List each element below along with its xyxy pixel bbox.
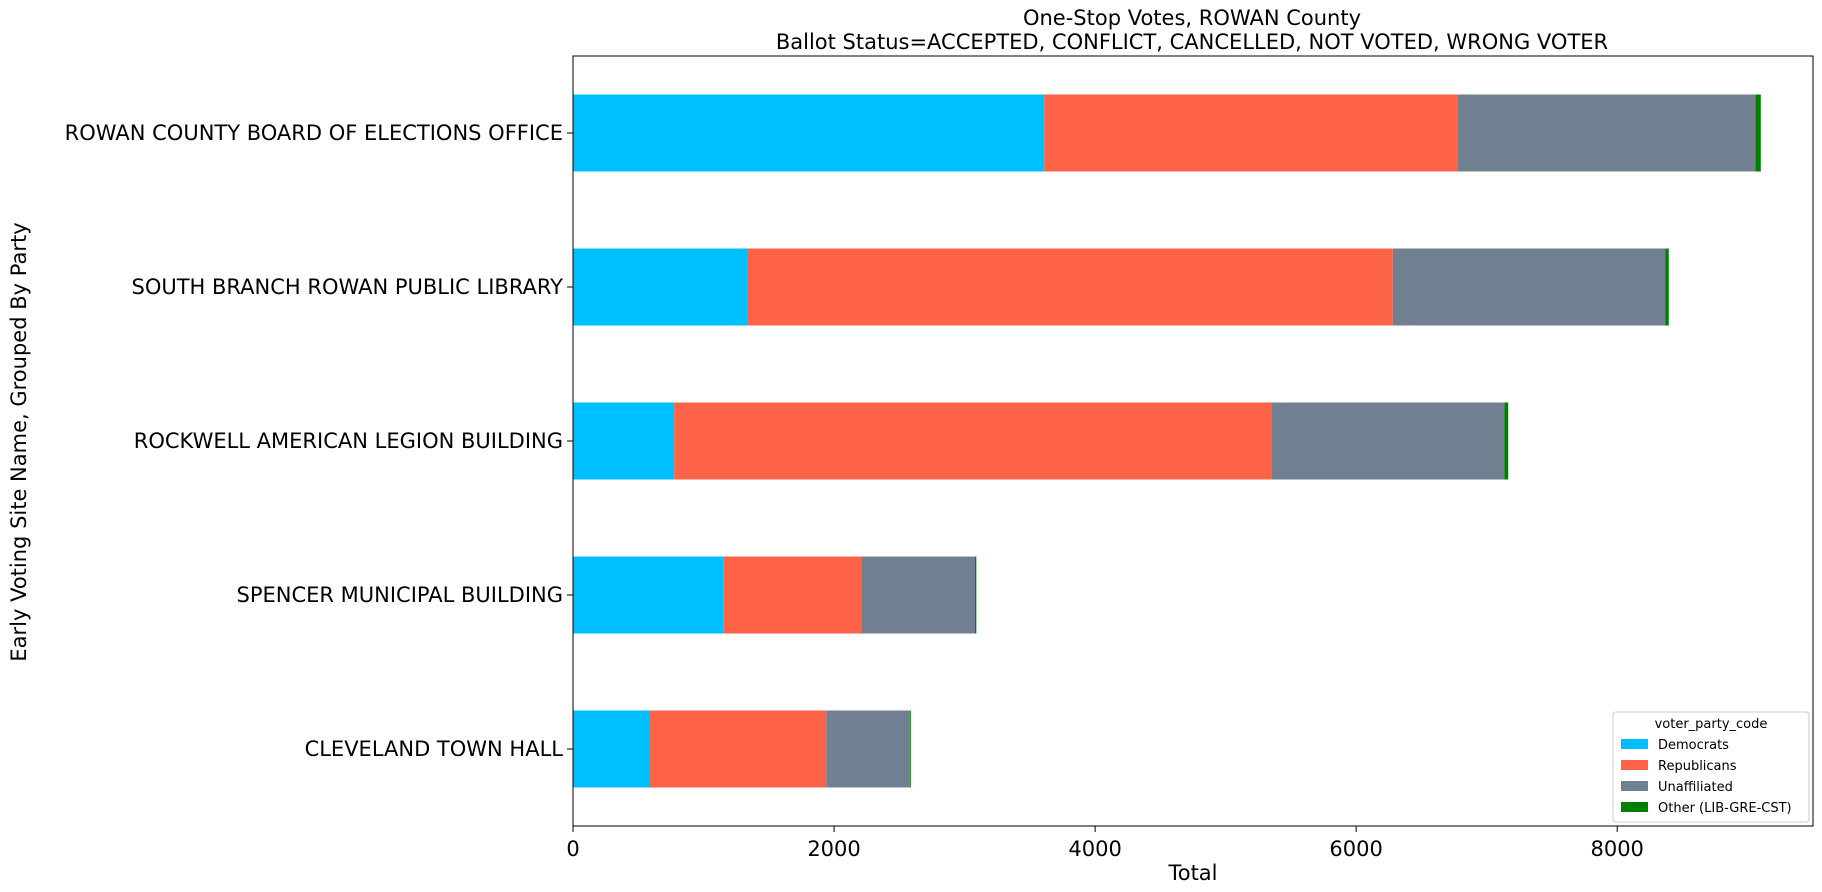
bar-segment	[723, 556, 862, 634]
x-tick-label: 2000	[807, 837, 860, 861]
bar-segment	[1504, 402, 1509, 480]
legend-swatch	[1621, 739, 1648, 749]
legend: voter_party_code Democrats Republicans Una…	[1612, 711, 1810, 823]
bar-segment	[975, 556, 977, 634]
bars-group	[573, 94, 1761, 788]
x-tick-label: 0	[566, 837, 579, 861]
y-tick-labels: ROWAN COUNTY BOARD OF ELECTIONS OFFICE SO…	[65, 121, 573, 761]
y-tick-label: CLEVELAND TOWN HALL	[305, 737, 564, 761]
bar-segment	[1665, 248, 1669, 326]
chart-subtitle: Ballot Status=ACCEPTED, CONFLICT, CANCEL…	[776, 30, 1608, 54]
bar-segment	[909, 710, 911, 788]
y-tick-label: SOUTH BRANCH ROWAN PUBLIC LIBRARY	[131, 275, 563, 299]
bar-segment	[650, 710, 827, 788]
bar-segment	[674, 402, 1272, 480]
bar-segment	[573, 94, 1045, 172]
x-tick-label: 4000	[1068, 837, 1121, 861]
y-tick-label: ROWAN COUNTY BOARD OF ELECTIONS OFFICE	[65, 121, 563, 145]
x-axis-label: Total	[1167, 861, 1217, 885]
plot-frame	[572, 55, 1814, 827]
bar-segment	[573, 248, 748, 326]
legend-swatch	[1621, 760, 1648, 770]
x-tick-label: 8000	[1590, 837, 1643, 861]
legend-swatch	[1621, 802, 1648, 812]
y-axis-label: Early Voting Site Name, Grouped By Party	[7, 222, 31, 661]
bar-segment	[826, 710, 910, 788]
bar-segment	[1457, 94, 1756, 172]
bar-segment	[573, 556, 724, 634]
bar-segment	[1044, 94, 1458, 172]
bar-segment	[1755, 94, 1761, 172]
legend-swatch	[1621, 781, 1648, 791]
bar-segment	[1392, 248, 1666, 326]
bar-segment	[573, 710, 651, 788]
legend-label: Other (LIB-GRE-CST)	[1658, 801, 1792, 816]
legend-title: voter_party_code	[1655, 717, 1768, 732]
legend-label: Republicans	[1658, 759, 1737, 774]
y-tick-label: SPENCER MUNICIPAL BUILDING	[237, 583, 564, 607]
bar-segment	[861, 556, 976, 634]
chart-title: One-Stop Votes, ROWAN County	[1023, 6, 1361, 30]
bar-segment	[1271, 402, 1505, 480]
legend-label: Democrats	[1658, 738, 1729, 753]
x-ticks: 0 2000 4000 6000 8000	[566, 826, 1644, 861]
bar-segment	[747, 248, 1393, 326]
x-tick-label: 6000	[1329, 837, 1382, 861]
y-tick-label: ROCKWELL AMERICAN LEGION BUILDING	[134, 429, 563, 453]
legend-frame	[1612, 711, 1810, 823]
legend-label: Unaffiliated	[1658, 780, 1733, 795]
bar-segment	[573, 402, 675, 480]
legend-entries: Democrats Republicans Unaffiliated Other (L…	[1621, 738, 1792, 816]
